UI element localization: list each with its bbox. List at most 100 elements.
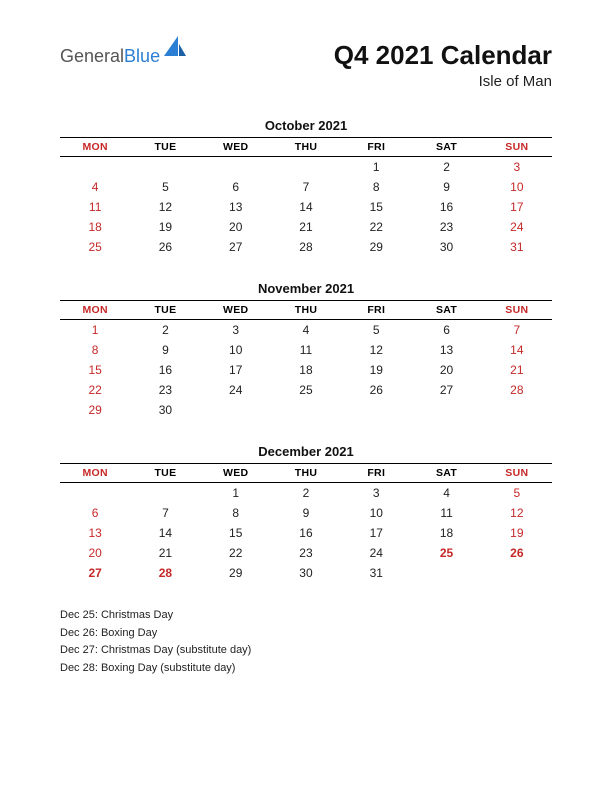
calendar-cell: 6 bbox=[60, 503, 130, 523]
calendar-cell: 15 bbox=[341, 197, 411, 217]
calendar-cell: 10 bbox=[341, 503, 411, 523]
calendar-cell: 23 bbox=[271, 543, 341, 563]
calendar-cell: 2 bbox=[271, 483, 341, 504]
calendar-cell: 17 bbox=[341, 523, 411, 543]
calendar-cell: 12 bbox=[341, 340, 411, 360]
day-header: SUN bbox=[482, 464, 552, 483]
calendar-row: 2930 bbox=[60, 400, 552, 420]
calendar-cell: 29 bbox=[201, 563, 271, 583]
calendar-cell bbox=[60, 157, 130, 178]
calendar-cell: 11 bbox=[60, 197, 130, 217]
calendar-row: 12345 bbox=[60, 483, 552, 504]
page-title: Q4 2021 Calendar bbox=[334, 40, 552, 71]
calendar-cell bbox=[201, 157, 271, 178]
calendar-cell: 8 bbox=[341, 177, 411, 197]
calendar-cell: 18 bbox=[411, 523, 481, 543]
calendar-cell: 17 bbox=[482, 197, 552, 217]
calendar-cell: 14 bbox=[482, 340, 552, 360]
calendar-cell: 24 bbox=[341, 543, 411, 563]
holidays-list: Dec 25: Christmas DayDec 26: Boxing DayD… bbox=[60, 607, 552, 676]
calendar-cell: 25 bbox=[411, 543, 481, 563]
day-header: TUE bbox=[130, 464, 200, 483]
calendar-cell: 19 bbox=[482, 523, 552, 543]
calendar-cell: 18 bbox=[60, 217, 130, 237]
calendar-cell: 3 bbox=[482, 157, 552, 178]
calendar-cell bbox=[411, 563, 481, 583]
month-block: November 2021MONTUEWEDTHUFRISATSUN123456… bbox=[60, 281, 552, 420]
calendar-cell: 11 bbox=[411, 503, 481, 523]
header: GeneralBlue Q4 2021 Calendar Isle of Man bbox=[60, 40, 552, 90]
page-subtitle: Isle of Man bbox=[334, 73, 552, 90]
holiday-item: Dec 26: Boxing Day bbox=[60, 625, 552, 642]
calendar-cell bbox=[130, 157, 200, 178]
calendar-cell: 13 bbox=[411, 340, 481, 360]
month-title: November 2021 bbox=[60, 281, 552, 296]
day-header: WED bbox=[201, 301, 271, 320]
day-header: SAT bbox=[411, 138, 481, 157]
calendar-cell: 13 bbox=[201, 197, 271, 217]
calendar-cell: 10 bbox=[201, 340, 271, 360]
calendar-cell bbox=[341, 400, 411, 420]
calendar-page: GeneralBlue Q4 2021 Calendar Isle of Man… bbox=[0, 0, 612, 697]
day-header: MON bbox=[60, 464, 130, 483]
calendar-cell: 15 bbox=[201, 523, 271, 543]
calendar-cell: 4 bbox=[411, 483, 481, 504]
calendar-row: 22232425262728 bbox=[60, 380, 552, 400]
holiday-item: Dec 28: Boxing Day (substitute day) bbox=[60, 660, 552, 677]
title-block: Q4 2021 Calendar Isle of Man bbox=[334, 40, 552, 90]
calendar-cell bbox=[411, 400, 481, 420]
calendar-cell: 20 bbox=[201, 217, 271, 237]
day-header: TUE bbox=[130, 301, 200, 320]
calendar-cell: 8 bbox=[201, 503, 271, 523]
calendar-cell: 21 bbox=[130, 543, 200, 563]
calendar-cell: 12 bbox=[482, 503, 552, 523]
calendar-cell: 29 bbox=[341, 237, 411, 257]
logo-text-blue: Blue bbox=[124, 46, 160, 67]
day-header: MON bbox=[60, 138, 130, 157]
calendar-cell: 29 bbox=[60, 400, 130, 420]
calendar-cell bbox=[271, 400, 341, 420]
calendar-cell: 19 bbox=[341, 360, 411, 380]
calendar-cell: 1 bbox=[341, 157, 411, 178]
calendar-cell: 9 bbox=[271, 503, 341, 523]
holiday-item: Dec 25: Christmas Day bbox=[60, 607, 552, 624]
calendar-cell: 8 bbox=[60, 340, 130, 360]
calendar-cell: 7 bbox=[271, 177, 341, 197]
calendar-row: 6789101112 bbox=[60, 503, 552, 523]
calendar-row: 18192021222324 bbox=[60, 217, 552, 237]
calendar-cell: 27 bbox=[411, 380, 481, 400]
calendar-cell bbox=[271, 157, 341, 178]
calendar-cell bbox=[482, 563, 552, 583]
calendar-cell: 14 bbox=[130, 523, 200, 543]
calendar-cell: 16 bbox=[271, 523, 341, 543]
calendar-table: MONTUEWEDTHUFRISATSUN 123456789101112131… bbox=[60, 463, 552, 583]
calendar-cell bbox=[201, 400, 271, 420]
day-header: TUE bbox=[130, 138, 200, 157]
calendar-cell bbox=[60, 483, 130, 504]
calendar-cell: 1 bbox=[201, 483, 271, 504]
calendar-cell: 26 bbox=[341, 380, 411, 400]
holiday-item: Dec 27: Christmas Day (substitute day) bbox=[60, 642, 552, 659]
day-header: SUN bbox=[482, 301, 552, 320]
logo-text-general: General bbox=[60, 46, 124, 67]
day-header: WED bbox=[201, 464, 271, 483]
calendar-row: 20212223242526 bbox=[60, 543, 552, 563]
calendar-cell: 20 bbox=[411, 360, 481, 380]
calendar-cell: 30 bbox=[271, 563, 341, 583]
calendar-cell: 18 bbox=[271, 360, 341, 380]
calendar-cell: 5 bbox=[482, 483, 552, 504]
logo-sail-icon bbox=[164, 36, 186, 61]
calendar-cell: 6 bbox=[411, 320, 481, 341]
calendar-cell: 14 bbox=[271, 197, 341, 217]
calendar-cell: 2 bbox=[411, 157, 481, 178]
calendar-cell: 28 bbox=[482, 380, 552, 400]
calendar-cell: 25 bbox=[271, 380, 341, 400]
calendar-table: MONTUEWEDTHUFRISATSUN 123456789101112131… bbox=[60, 137, 552, 257]
calendar-cell: 10 bbox=[482, 177, 552, 197]
day-header: FRI bbox=[341, 138, 411, 157]
calendar-cell: 24 bbox=[201, 380, 271, 400]
calendar-cell: 6 bbox=[201, 177, 271, 197]
calendar-cell: 21 bbox=[482, 360, 552, 380]
calendar-cell: 22 bbox=[341, 217, 411, 237]
day-header: SAT bbox=[411, 464, 481, 483]
